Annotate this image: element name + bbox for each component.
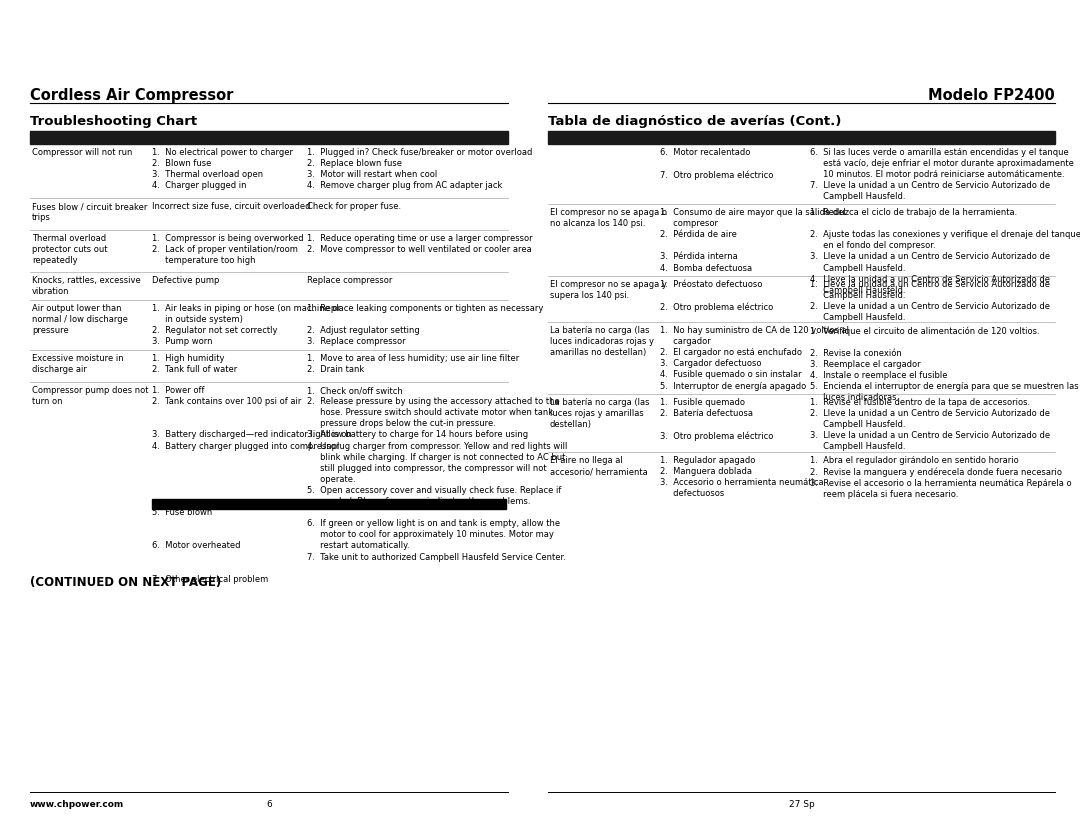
Bar <box>30 131 508 144</box>
Text: ⚠WARNING: ⚠WARNING <box>154 501 212 510</box>
Bar <box>152 499 507 509</box>
Text: 1.  Move to area of less humidity; use air line filter
2.  Drain tank: 1. Move to area of less humidity; use ai… <box>307 354 519 374</box>
Text: Fuses blow / circuit breaker
trips: Fuses blow / circuit breaker trips <box>32 202 147 222</box>
Text: 1.  Compressor is being overworked
2.  Lack of proper ventilation/room
     temp: 1. Compressor is being overworked 2. Lac… <box>152 234 303 265</box>
Text: 1.  High humidity
2.  Tank full of water: 1. High humidity 2. Tank full of water <box>152 354 238 374</box>
Text: 1.  Fusible quemado
2.  Batería defectuosa

3.  Otro problema eléctrico: 1. Fusible quemado 2. Batería defectuosa… <box>660 398 773 441</box>
Text: 1.  Verifique el circuito de alimentación de 120 voltios.

2.  Revise la conexió: 1. Verifique el circuito de alimentación… <box>810 326 1079 402</box>
Text: 27 Sp: 27 Sp <box>788 800 814 809</box>
Text: Compressor pump does not
turn on: Compressor pump does not turn on <box>32 386 149 406</box>
Text: Modelo FP2400: Modelo FP2400 <box>928 88 1055 103</box>
Text: 6: 6 <box>266 800 272 809</box>
Bar <box>548 131 1055 144</box>
Text: La batería no carga (las
luces rojas y amarillas
destellan): La batería no carga (las luces rojas y a… <box>550 398 649 430</box>
Text: 1.  Reduce operating time or use a larger compressor
2.  Move compressor to well: 1. Reduce operating time or use a larger… <box>307 234 532 254</box>
Text: 1.  Préostato defectuoso

2.  Otro problema eléctrico: 1. Préostato defectuoso 2. Otro problema… <box>660 280 773 312</box>
Text: Tabla de diagnóstico de averías (Cont.): Tabla de diagnóstico de averías (Cont.) <box>548 115 841 128</box>
Text: 1.  Lleve la unidad a un Centro de Servicio Autorizado de
     Campbell Hausfeld: 1. Lleve la unidad a un Centro de Servic… <box>810 280 1050 322</box>
Text: Defective pump: Defective pump <box>152 276 219 285</box>
Text: Acciones a tomar: Acciones a tomar <box>811 133 903 142</box>
Text: 1.  Reduzca el ciclo de trabajo de la herramienta.

2.  Ajuste todas las conexio: 1. Reduzca el ciclo de trabajo de la her… <box>810 208 1080 294</box>
Text: Knocks, rattles, excessive
vibration: Knocks, rattles, excessive vibration <box>32 276 140 296</box>
Text: 1.  Power off
2.  Tank contains over 100 psi of air


3.  Battery discharged—red: 1. Power off 2. Tank contains over 100 p… <box>152 386 352 584</box>
Text: 1.  Replace leaking components or tighten as necessary

2.  Adjust regulator set: 1. Replace leaking components or tighten… <box>307 304 543 346</box>
Text: 1.  No electrical power to charger
2.  Blown fuse
3.  Thermal overload open
4.  : 1. No electrical power to charger 2. Blo… <box>152 148 293 190</box>
Text: La batería no carga (las
luces indicadoras rojas y
amarillas no destellan): La batería no carga (las luces indicador… <box>550 326 654 357</box>
Text: El aire no llega al
accesorio/ herramienta: El aire no llega al accesorio/ herramien… <box>550 456 648 476</box>
Text: 1.  Air leaks in piping or hose (on machine or
     in outside system)
2.  Regul: 1. Air leaks in piping or hose (on machi… <box>152 304 341 346</box>
Text: 1.  Abra el regulador girándolo en sentido horario
2.  Revise la manguera y endé: 1. Abra el regulador girándolo en sentid… <box>810 456 1071 499</box>
Text: 1.  Consumo de aire mayor que la salida del
     compresor
2.  Pérdida de aire

: 1. Consumo de aire mayor que la salida d… <box>660 208 846 273</box>
Text: Incorrect size fuse, circuit overloaded: Incorrect size fuse, circuit overloaded <box>152 202 311 211</box>
Text: Excessive moisture in
discharge air: Excessive moisture in discharge air <box>32 354 123 374</box>
Text: Air output lower than
normal / low discharge
pressure: Air output lower than normal / low disch… <box>32 304 127 335</box>
Text: Check for proper fuse.: Check for proper fuse. <box>307 202 401 211</box>
Text: Symptom: Symptom <box>33 133 83 142</box>
Text: Síntoma: Síntoma <box>551 133 595 142</box>
Text: Causa(s) posible(s): Causa(s) posible(s) <box>661 133 765 142</box>
Text: Replace compressor: Replace compressor <box>307 276 392 285</box>
Text: Thermal overload
protector cuts out
repeatedly: Thermal overload protector cuts out repe… <box>32 234 108 265</box>
Text: 1.  Revise el fusible dentro de la tapa de accesorios.
2.  Lleve la unidad a un : 1. Revise el fusible dentro de la tapa d… <box>810 398 1050 451</box>
Text: 1.  Check on/off switch
2.  Release pressure by using the accessory attached to : 1. Check on/off switch 2. Release pressu… <box>307 386 567 561</box>
Text: Corrective Action: Corrective Action <box>308 133 401 142</box>
Text: Do not replace with larger fuse.: Do not replace with larger fuse. <box>207 501 340 510</box>
Text: Troubleshooting Chart: Troubleshooting Chart <box>30 115 198 128</box>
Text: 6.  Si las luces verde o amarilla están encendidas y el tanque
     está vacío, : 6. Si las luces verde o amarilla están e… <box>810 148 1074 201</box>
Text: (CONTINUED ON NEXT PAGE): (CONTINUED ON NEXT PAGE) <box>30 576 221 589</box>
Text: 1.  No hay suministro de CA de 120 voltios al
     cargador
2.  El cargador no e: 1. No hay suministro de CA de 120 voltio… <box>660 326 849 390</box>
Text: 6.  Motor recalentado

7.  Otro problema eléctrico: 6. Motor recalentado 7. Otro problema el… <box>660 148 773 180</box>
Text: www.chpower.com: www.chpower.com <box>30 800 124 809</box>
Text: 1.  Regulador apagado
2.  Manguera doblada
3.  Accesorio o herramienta neumática: 1. Regulador apagado 2. Manguera doblada… <box>660 456 824 498</box>
Text: 1.  Plugged in? Check fuse/breaker or motor overload
2.  Replace blown fuse
3.  : 1. Plugged in? Check fuse/breaker or mot… <box>307 148 532 190</box>
Text: El compresor no se apaga y
supera los 140 psi.: El compresor no se apaga y supera los 14… <box>550 280 666 300</box>
Text: El compresor no se apaga o
no alcanza los 140 psi.: El compresor no se apaga o no alcanza lo… <box>550 208 667 229</box>
Text: Compressor will not run: Compressor will not run <box>32 148 133 157</box>
Text: Possible Cause(s): Possible Cause(s) <box>153 133 247 142</box>
Text: Cordless Air Compressor: Cordless Air Compressor <box>30 88 233 103</box>
